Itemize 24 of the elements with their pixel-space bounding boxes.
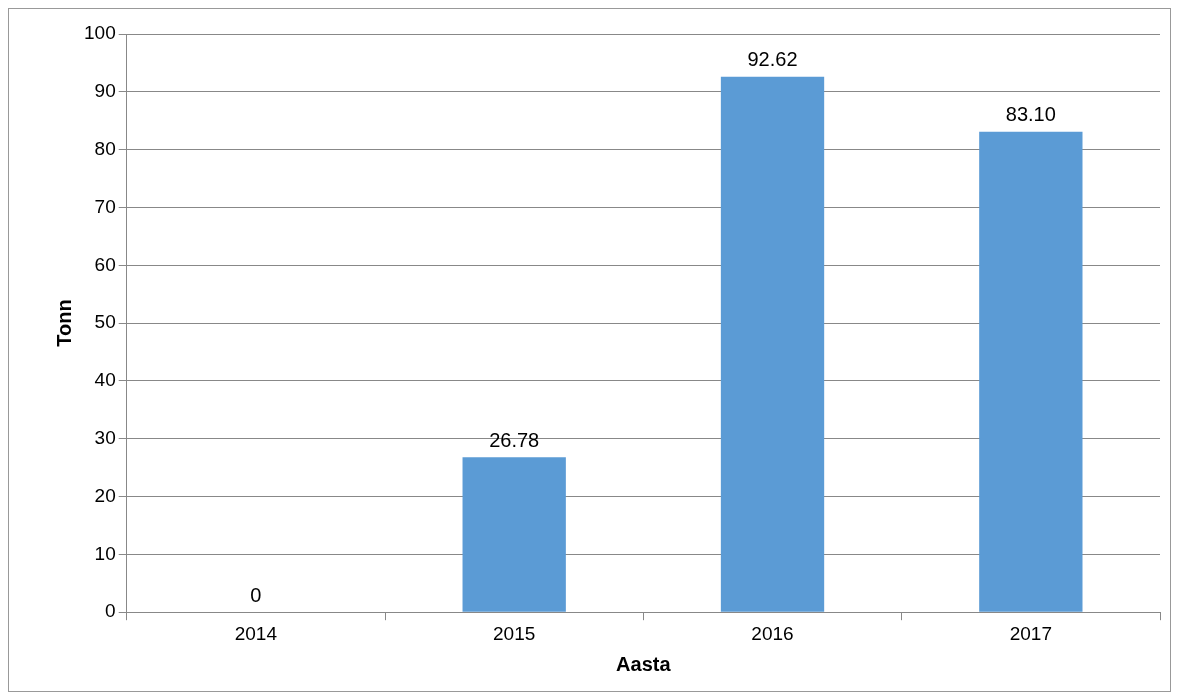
bar bbox=[720, 76, 825, 612]
bar bbox=[462, 457, 566, 612]
y-tick-label: 70 bbox=[94, 195, 116, 217]
y-tick-label: 40 bbox=[94, 369, 116, 391]
y-tick-label: 30 bbox=[94, 426, 116, 448]
y-tick-label: 0 bbox=[105, 600, 116, 622]
y-tick-label: 100 bbox=[84, 22, 116, 44]
data-label: 92.62 bbox=[747, 48, 798, 71]
data-label: 26.78 bbox=[489, 428, 540, 451]
y-tick-label: 10 bbox=[94, 542, 116, 564]
y-tick-label: 20 bbox=[94, 484, 116, 506]
data-label: 0 bbox=[250, 583, 262, 606]
x-tick-label: 2017 bbox=[1009, 622, 1052, 644]
y-tick-label: 90 bbox=[94, 80, 116, 102]
x-tick-label: 2014 bbox=[234, 622, 278, 644]
x-tick-label: 2015 bbox=[493, 622, 536, 644]
bar bbox=[979, 131, 1083, 612]
y-axis-title: Tonn bbox=[52, 299, 75, 347]
x-tick-label: 2016 bbox=[751, 622, 794, 644]
data-label: 83.10 bbox=[1005, 103, 1056, 126]
y-tick-label: 50 bbox=[94, 311, 116, 333]
x-axis-title: Aasta bbox=[616, 652, 672, 675]
y-tick-label: 80 bbox=[94, 137, 116, 159]
y-tick-label: 60 bbox=[94, 253, 116, 275]
